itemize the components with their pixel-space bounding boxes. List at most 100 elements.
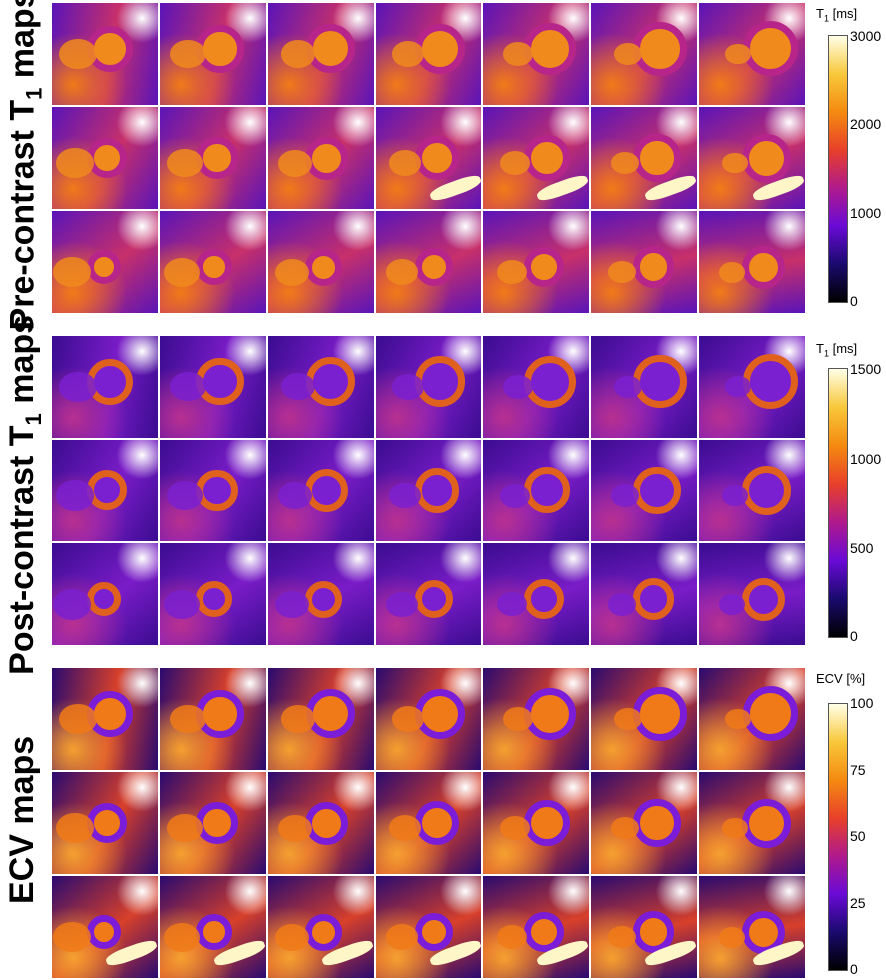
myocardium-ring	[414, 135, 460, 181]
colorbar	[828, 368, 848, 638]
ventricle-region	[614, 375, 643, 399]
myocardium-ring	[742, 354, 798, 410]
map-slice-image	[483, 336, 590, 438]
myocardium-ring	[196, 914, 232, 950]
myocardium-ring	[414, 247, 454, 287]
map-slice-image	[591, 107, 698, 209]
myocardium-ring	[523, 467, 570, 514]
map-slice-image	[591, 439, 698, 542]
myocardium-ring	[414, 23, 466, 75]
map-slice-image	[591, 336, 698, 438]
myocardium-ring	[86, 582, 121, 617]
map-slice-image	[375, 107, 482, 209]
ventricle-region	[611, 816, 640, 840]
ventricle-region	[170, 39, 207, 69]
myocardium-ring	[86, 915, 121, 950]
map-slice-image	[699, 876, 805, 978]
myocardium-ring	[632, 246, 675, 288]
ventricle-region	[278, 481, 313, 510]
map-slice-image	[591, 876, 698, 978]
ventricle-region	[497, 592, 527, 617]
map-slice-image	[52, 439, 158, 542]
ventricle-region	[164, 257, 201, 287]
map-slice-image	[375, 772, 482, 874]
map-slice-image	[267, 3, 374, 105]
map-slice-image	[483, 876, 590, 978]
ventricle-region	[167, 148, 204, 178]
colorbar-tick: 2000	[850, 116, 882, 132]
map-slice-image	[483, 772, 590, 874]
myocardium-ring	[305, 248, 343, 286]
myocardium-ring	[305, 357, 355, 407]
map-slice-image	[159, 107, 266, 209]
ventricle-region	[281, 705, 316, 733]
map-slice-image	[267, 668, 374, 770]
ventricle-region	[56, 812, 95, 844]
map-slice-image	[52, 876, 158, 978]
myocardium-ring	[632, 911, 675, 953]
map-slice-image	[699, 3, 805, 105]
ventricle-region	[718, 926, 745, 948]
myocardium-ring	[633, 354, 687, 409]
ventricle-region	[725, 376, 752, 398]
image-grid	[52, 336, 805, 645]
colorbar	[828, 703, 848, 971]
myocardium-ring	[633, 466, 681, 515]
ventricle-region	[278, 149, 313, 177]
myocardium-ring	[742, 577, 786, 621]
colorbar-title: ECV [%]	[816, 671, 866, 686]
panel-label: Post-contrast T1 maps	[3, 315, 46, 675]
myocardium-ring	[633, 22, 687, 76]
myocardium-ring	[523, 247, 564, 288]
ventricle-region	[164, 922, 201, 952]
myocardium-ring	[742, 245, 786, 289]
ventricle-region	[281, 373, 316, 401]
map-slice-image	[591, 211, 698, 313]
ventricle-region	[503, 42, 534, 66]
myocardium-ring	[305, 580, 343, 618]
ventricle-region	[722, 817, 749, 839]
ventricle-region	[725, 708, 752, 730]
myocardium-ring	[305, 468, 349, 512]
map-slice-image	[52, 772, 158, 874]
map-slice-image	[267, 336, 374, 438]
map-slice-image	[375, 543, 482, 645]
myocardium-ring	[523, 800, 570, 846]
ventricle-region	[278, 814, 313, 842]
map-slice-image	[483, 3, 590, 105]
map-slice-image	[699, 107, 805, 209]
map-slice-image	[591, 543, 698, 645]
map-slice-image	[375, 876, 482, 978]
panel-ecv: ECV maps ECV [%] 100 75 50 25 0	[0, 660, 886, 980]
ventricle-region	[167, 481, 204, 510]
map-slice-image	[483, 107, 590, 209]
map-slice-image	[375, 211, 482, 313]
ventricle-region	[611, 484, 640, 507]
ventricle-region	[275, 258, 310, 286]
panel-label: ECV maps	[3, 735, 42, 905]
map-slice-image	[159, 876, 266, 978]
panel-post-contrast: Post-contrast T1 maps T1 [ms] 1500 1000 …	[0, 315, 886, 675]
myocardium-ring	[196, 469, 238, 512]
ventricle-region	[53, 589, 92, 620]
map-slice-image	[267, 772, 374, 874]
ventricle-region	[607, 593, 636, 616]
myocardium-ring	[742, 798, 792, 848]
map-slice-image	[159, 211, 266, 313]
map-slice-image	[159, 772, 266, 874]
map-slice-image	[267, 107, 374, 209]
myocardium-ring	[742, 21, 798, 77]
ventricle-region	[275, 923, 310, 951]
myocardium-ring	[87, 138, 128, 178]
ventricle-region	[56, 147, 95, 179]
ventricle-region	[503, 707, 534, 731]
ventricle-region	[500, 816, 531, 841]
ventricle-region	[59, 371, 98, 403]
myocardium-ring	[523, 912, 564, 953]
colorbar-tick: 1000	[850, 451, 882, 467]
myocardium-ring	[742, 133, 792, 183]
ventricle-region	[389, 482, 422, 509]
map-slice-image	[375, 668, 482, 770]
map-slice-image	[591, 772, 698, 874]
map-slice-image	[159, 336, 266, 438]
